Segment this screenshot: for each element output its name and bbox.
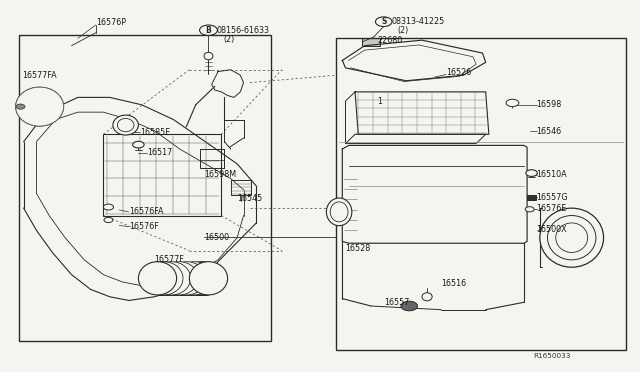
Text: 08313-41225: 08313-41225 [392,17,445,26]
Ellipse shape [189,262,228,295]
Circle shape [104,217,113,222]
Ellipse shape [117,118,134,132]
Circle shape [200,25,218,35]
Text: 16585E: 16585E [140,128,170,137]
Ellipse shape [21,92,58,122]
Text: 16598: 16598 [537,100,562,109]
Text: 16576P: 16576P [96,18,125,27]
Text: 16576E: 16576E [537,204,567,214]
Bar [19,35,271,341]
Bar [336,38,626,350]
Text: 16517: 16517 [147,148,172,157]
Ellipse shape [168,262,206,295]
Text: 16526: 16526 [446,68,472,77]
Text: 16598M: 16598M [204,170,236,179]
Ellipse shape [183,262,221,295]
Text: R1650033: R1650033 [534,353,571,359]
Ellipse shape [422,293,432,301]
Text: S: S [381,17,387,26]
Text: (2): (2) [397,26,409,35]
Text: 08156-61633: 08156-61633 [217,26,270,35]
Ellipse shape [326,198,352,226]
Circle shape [132,141,144,148]
Ellipse shape [204,52,213,60]
Text: (2): (2) [223,35,234,44]
Ellipse shape [145,262,183,295]
Bar [362,38,380,46]
Bar [527,195,536,200]
Text: 1: 1 [378,97,382,106]
Text: 16546: 16546 [537,127,562,136]
Ellipse shape [160,262,198,295]
Ellipse shape [547,215,596,260]
Text: 16576F: 16576F [129,222,159,231]
Ellipse shape [16,87,63,126]
Bar [200,149,225,168]
Text: 16557: 16557 [384,298,409,307]
Circle shape [376,17,392,26]
Bar [103,134,221,215]
Ellipse shape [28,97,51,116]
Circle shape [526,170,538,176]
Text: 16545: 16545 [237,195,262,203]
Ellipse shape [152,262,191,295]
Text: 16528: 16528 [346,244,371,253]
Circle shape [16,104,25,109]
Circle shape [103,204,113,210]
Text: 22680: 22680 [378,36,403,45]
Circle shape [525,207,534,212]
Ellipse shape [540,208,604,267]
Text: 16500: 16500 [204,233,229,242]
Text: 16500X: 16500X [537,225,567,234]
Circle shape [506,99,519,107]
Ellipse shape [113,115,138,135]
Text: 16577FA: 16577FA [22,71,57,80]
Text: 16576FA: 16576FA [129,207,163,217]
Ellipse shape [138,262,177,295]
Text: 16557G: 16557G [537,193,568,202]
Ellipse shape [556,223,588,253]
Ellipse shape [16,87,63,126]
Text: 16510A: 16510A [537,170,567,179]
Bar [231,180,251,195]
Text: B: B [205,26,211,35]
Text: 16516: 16516 [441,279,466,288]
Ellipse shape [330,202,348,222]
Circle shape [401,301,417,311]
Ellipse shape [175,262,214,295]
Text: 16577F: 16577F [154,255,184,264]
